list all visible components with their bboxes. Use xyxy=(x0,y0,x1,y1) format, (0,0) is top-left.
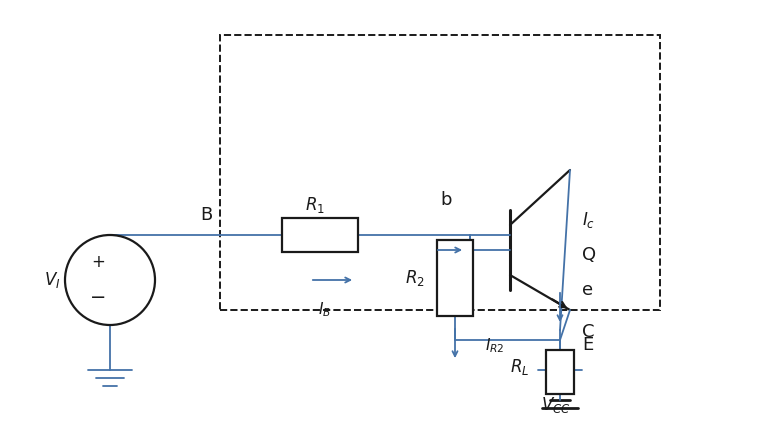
Text: $R_1$: $R_1$ xyxy=(305,195,325,215)
Bar xyxy=(546,350,574,394)
Text: C: C xyxy=(582,323,594,341)
Text: E: E xyxy=(582,336,593,354)
Text: $V_I$: $V_I$ xyxy=(44,270,60,290)
Text: $I_c$: $I_c$ xyxy=(582,210,595,230)
Bar xyxy=(437,240,473,316)
Bar xyxy=(220,35,660,310)
Text: $R_L$: $R_L$ xyxy=(510,357,530,377)
Text: +: + xyxy=(91,253,105,271)
Text: $I_b$: $I_b$ xyxy=(445,263,458,281)
Text: $V_{CC}$: $V_{CC}$ xyxy=(541,395,571,415)
Text: $R_2$: $R_2$ xyxy=(405,268,425,288)
Text: −: − xyxy=(90,289,106,308)
Text: b: b xyxy=(441,191,452,209)
Text: B: B xyxy=(200,206,212,224)
Text: e: e xyxy=(582,281,593,299)
Text: Q: Q xyxy=(582,246,596,264)
Text: $I_{R2}$: $I_{R2}$ xyxy=(485,337,505,356)
Text: $I_B$: $I_B$ xyxy=(319,301,332,319)
Bar xyxy=(282,218,358,252)
